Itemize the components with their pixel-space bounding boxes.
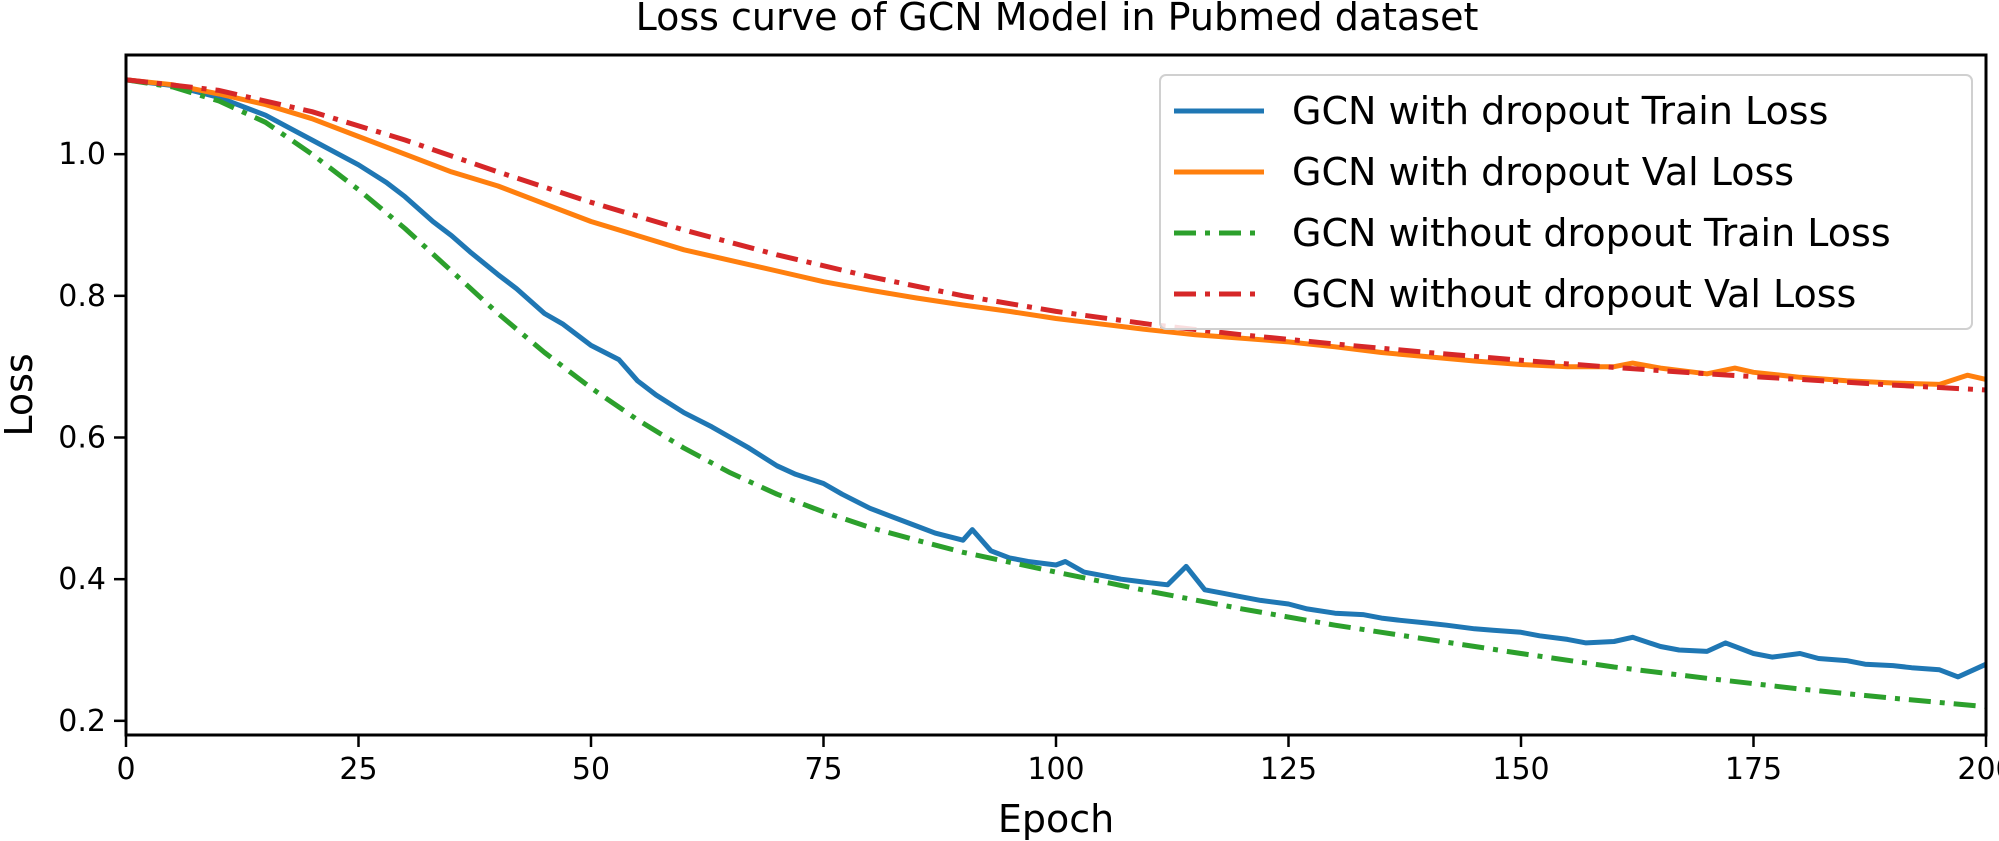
series-line-1 xyxy=(126,77,1986,680)
x-tick-label: 75 xyxy=(804,752,842,787)
x-tick-label: 200 xyxy=(1957,752,1999,787)
series-layer xyxy=(126,77,1986,710)
x-tick-label: 125 xyxy=(1260,752,1317,787)
y-tick-label: 0.6 xyxy=(58,421,106,456)
series-line-2 xyxy=(126,77,1986,387)
x-tick-label: 100 xyxy=(1027,752,1084,787)
x-tick-label: 0 xyxy=(116,752,135,787)
y-axis: 0.2 0.4 0.6 0.8 1.0 xyxy=(58,137,126,739)
series-line-4 xyxy=(126,77,1986,393)
y-tick-label: 0.4 xyxy=(58,562,106,597)
x-tick-label: 50 xyxy=(572,752,610,787)
y-axis-label: Loss xyxy=(0,353,41,436)
x-tick-label: 150 xyxy=(1492,752,1549,787)
legend: GCN with dropout Train Loss GCN with drop… xyxy=(1159,74,1973,330)
legend-label-4: GCN without dropout Val Loss xyxy=(1292,272,1856,316)
series-line-3 xyxy=(126,77,1986,710)
legend-box xyxy=(1159,74,1973,330)
legend-label-2: GCN with dropout Val Loss xyxy=(1292,150,1794,194)
x-tick-label: 25 xyxy=(339,752,377,787)
chart-title: Loss curve of GCN Model in Pubmed datase… xyxy=(636,0,1479,39)
x-tick-label: 175 xyxy=(1725,752,1782,787)
y-tick-label: 0.8 xyxy=(58,279,106,314)
y-tick-label: 1.0 xyxy=(58,137,106,172)
x-axis: 0 25 50 75 100 125 150 175 200 xyxy=(116,735,1999,787)
legend-label-3: GCN without dropout Train Loss xyxy=(1292,211,1891,255)
legend-label-1: GCN with dropout Train Loss xyxy=(1292,89,1828,133)
y-tick-label: 0.2 xyxy=(58,704,106,739)
x-axis-label: Epoch xyxy=(998,797,1114,841)
